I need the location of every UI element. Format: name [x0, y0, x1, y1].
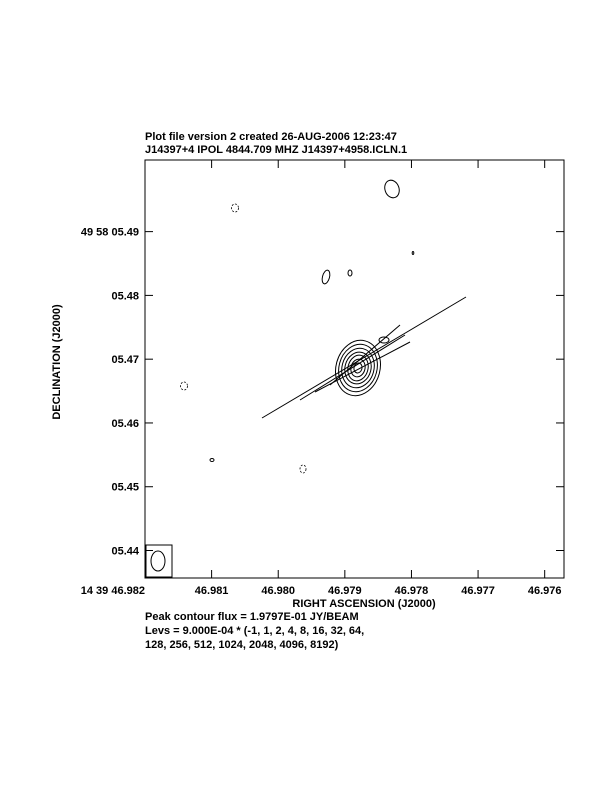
- annotation: 128, 256, 512, 1024, 2048, 4096, 8192): [145, 639, 339, 651]
- y-tick-label: 05.45: [111, 482, 139, 494]
- x-tick-label: 46.977: [461, 585, 495, 597]
- contours: [145, 179, 467, 578]
- x-tick-label: 46.980: [261, 585, 295, 597]
- x-tick-label: 14 39 46.982: [81, 585, 145, 597]
- y-tick-label: 05.44: [111, 546, 139, 558]
- plot-frame: [144, 159, 565, 579]
- chart-title: Plot file version 2 created 26-AUG-2006 …: [145, 131, 397, 143]
- y-tick-label: 05.46: [111, 418, 139, 430]
- y-tick-label: 49 58 05.49: [81, 227, 139, 239]
- x-axis-label: RIGHT ASCENSION (J2000): [292, 598, 436, 610]
- x-tick-label: 46.978: [395, 585, 429, 597]
- x-tick-label: 46.976: [528, 585, 562, 597]
- y-tick-label: 05.47: [111, 354, 139, 366]
- chart-subtitle: J14397+4 IPOL 4844.709 MHZ J14397+4958.I…: [145, 144, 407, 156]
- annotation: Peak contour flux = 1.9797E-01 JY/BEAM: [145, 611, 359, 623]
- y-axis-label: DECLINATION (J2000): [51, 304, 63, 420]
- x-tick-label: 46.979: [328, 585, 362, 597]
- y-tick-label: 05.48: [111, 290, 139, 302]
- annotation: Levs = 9.000E-04 * (-1, 1, 2, 4, 8, 16, …: [145, 625, 364, 637]
- x-tick-label: 46.981: [195, 585, 229, 597]
